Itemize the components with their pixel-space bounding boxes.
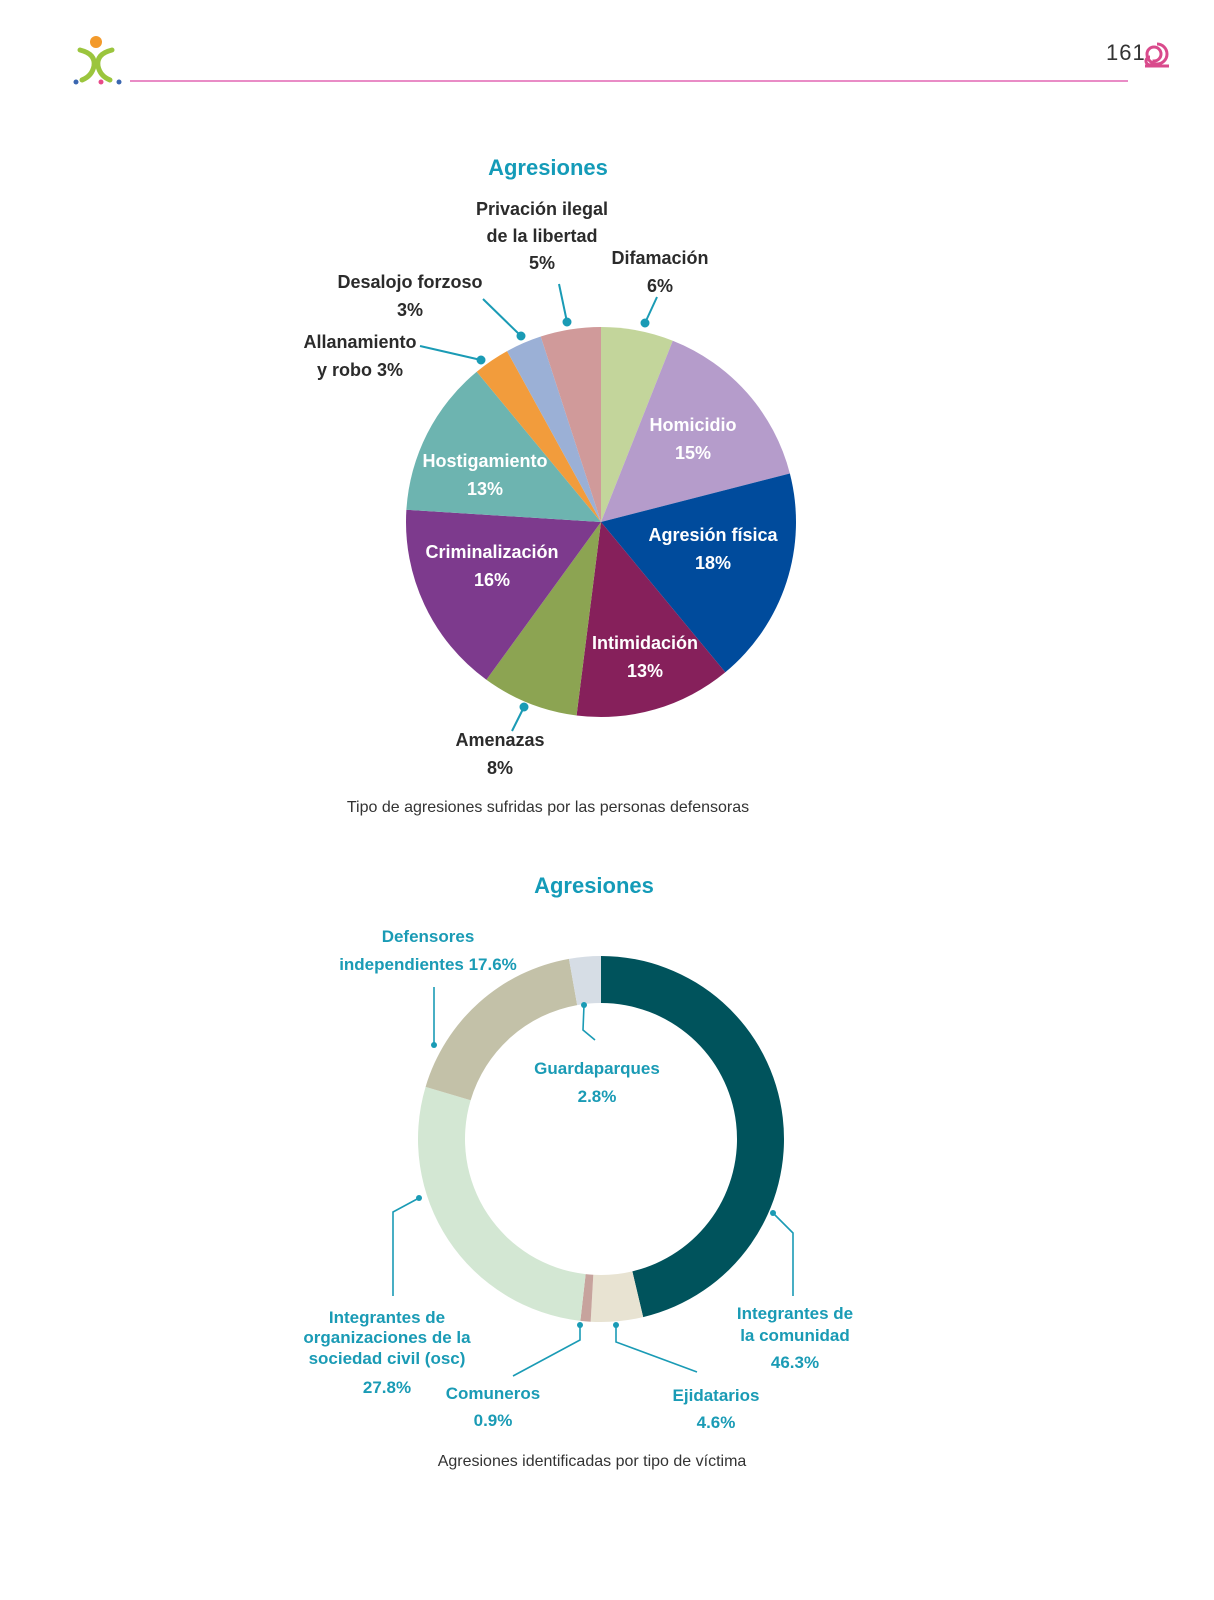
pie-label-desalojo: Desalojo forzoso xyxy=(337,272,482,292)
pie-slice-amenazas xyxy=(486,522,601,716)
donut-slice-integrantes-de-organizaciones-de-la-sociedad-civil-osc xyxy=(418,1086,586,1321)
donut-chart-slices xyxy=(418,956,785,1322)
pie-leader-lines xyxy=(419,283,658,732)
pie-label-homicidio: Homicidio xyxy=(649,415,736,435)
donut-value-comuneros: 0.9% xyxy=(474,1411,513,1430)
donut-value-ejidatarios: 4.6% xyxy=(697,1413,736,1432)
pie-slice-agresion-fisica xyxy=(601,473,796,673)
pie-slice-homicidio xyxy=(601,340,790,522)
donut-value-osc: 27.8% xyxy=(363,1378,411,1397)
pie-value-difamacion: 6% xyxy=(647,276,673,296)
pie-value-criminalizacion: 16% xyxy=(474,570,510,590)
pie-value-amenazas: 8% xyxy=(487,758,513,778)
donut-label-osc-line2: organizaciones de la xyxy=(303,1328,471,1347)
donut-label-osc-line3: sociedad civil (osc) xyxy=(309,1349,466,1368)
pie-value-intimidacion: 13% xyxy=(627,661,663,681)
donut-label-defensores-line2: independientes 17.6% xyxy=(339,955,517,974)
pie-value-homicidio: 15% xyxy=(675,443,711,463)
pie-label-difamacion: Difamación xyxy=(611,248,708,268)
donut-slice-defensores-independientes xyxy=(425,958,578,1101)
pie-chart-title: Agresiones xyxy=(488,155,608,180)
header-rule xyxy=(130,80,1128,82)
pie-label-privacion-line1: Privación ilegal xyxy=(476,199,608,219)
pie-label-allanamiento-line2: y robo 3% xyxy=(317,360,403,380)
pie-slice-intimidacion xyxy=(576,522,726,717)
donut-leader-lines xyxy=(392,987,794,1377)
donut-chart-title: Agresiones xyxy=(534,873,654,898)
pie-value-desalojo: 3% xyxy=(397,300,423,320)
pie-slice-hostigamiento xyxy=(406,371,601,522)
pie-label-intimidacion: Intimidación xyxy=(592,633,698,653)
donut-label-guardaparques: Guardaparques xyxy=(534,1059,660,1078)
pie-label-privacion-line2: de la libertad xyxy=(486,226,597,246)
pie-label-allanamiento-line1: Allanamiento xyxy=(303,332,416,352)
donut-value-comunidad: 46.3% xyxy=(771,1353,819,1372)
donut-value-guardaparques: 2.8% xyxy=(578,1087,617,1106)
spiral-ornament-icon xyxy=(1144,42,1169,68)
donut-chart-caption: Agresiones identificadas por tipo de víc… xyxy=(438,1453,747,1470)
pie-chart-caption: Tipo de agresiones sufridas por las pers… xyxy=(347,799,749,816)
pie-label-criminalizacion: Criminalización xyxy=(425,542,558,562)
pie-value-privacion: 5% xyxy=(529,253,555,273)
pie-value-hostigamiento: 13% xyxy=(467,479,503,499)
pie-slice-desalojo-forzoso xyxy=(507,336,601,522)
donut-label-comunidad-line2: la comunidad xyxy=(740,1326,850,1345)
pie-label-agresion-fisica: Agresión física xyxy=(648,525,778,545)
logo-icon xyxy=(73,36,122,85)
donut-label-comunidad-line1: Integrantes de xyxy=(737,1304,853,1323)
donut-slice-guardaparques xyxy=(568,956,601,1006)
pie-slice-difamacion xyxy=(601,327,673,522)
pie-label-hostigamiento: Hostigamiento xyxy=(422,451,547,471)
donut-leader-dots xyxy=(416,1002,776,1328)
pie-slice-privacion-ilegal-de-la-libertad xyxy=(540,327,601,522)
donut-label-ejidatarios: Ejidatarios xyxy=(673,1386,760,1405)
pie-slice-allanamiento-y-robo xyxy=(476,351,601,522)
pie-label-amenazas: Amenazas xyxy=(455,730,544,750)
donut-slice-comuneros xyxy=(580,1274,594,1322)
pie-chart-slices xyxy=(406,327,796,717)
donut-slice-integrantes-de-la-comunidad xyxy=(601,956,785,1318)
donut-label-osc-line1: Integrantes de xyxy=(329,1308,445,1327)
pie-slice-criminalizacion xyxy=(406,509,601,680)
donut-slice-ejidatarios xyxy=(590,1271,644,1322)
donut-label-defensores-line1: Defensores xyxy=(382,927,475,946)
page-number: 161 xyxy=(1106,40,1146,65)
pie-value-agresion-fisica: 18% xyxy=(695,553,731,573)
donut-label-comuneros: Comuneros xyxy=(446,1384,540,1403)
